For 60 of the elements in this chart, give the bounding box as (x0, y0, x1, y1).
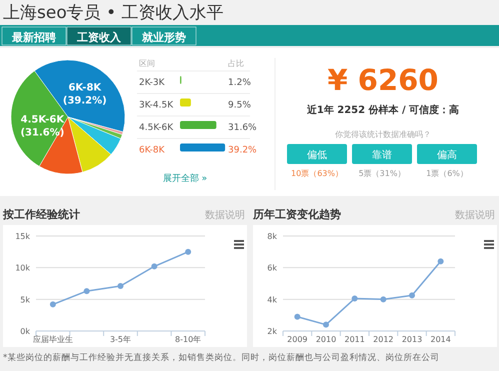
text: 10票（63%） (291, 169, 343, 178)
y-tick-label: 10k (15, 264, 30, 273)
x-tick-label: 8-10年 (175, 335, 202, 344)
y-tick-label: 5k (20, 295, 30, 304)
point (352, 296, 358, 302)
text: 偏高 (437, 149, 457, 161)
text: 最新招聘 (11, 31, 56, 44)
point (294, 314, 300, 320)
point (438, 258, 444, 264)
point (151, 263, 158, 270)
point (118, 283, 124, 290)
text: 近1年 2252 份样本 / 可信度：高 (306, 104, 460, 116)
x-tick-label: 2013 (402, 335, 422, 344)
text: 1.2% (228, 78, 251, 88)
slice-label: 4.5K-6K (20, 114, 66, 126)
text: ¥ 6260 (328, 63, 438, 97)
text: 就业形势 (141, 31, 186, 44)
point (50, 301, 56, 308)
x-tick-label: 应届毕业生 (32, 335, 73, 344)
chart-title: 按工作经验统计 (2, 208, 80, 221)
x-tick-label: 2012 (373, 335, 394, 344)
text: 区间 (139, 59, 155, 68)
point (185, 248, 192, 255)
slice-label: 6K-8K (68, 82, 102, 94)
text: 占比 (228, 59, 244, 68)
text: 39.2% (228, 146, 257, 156)
y-tick-label: 15k (15, 232, 30, 241)
y-tick-label: 4k (267, 295, 278, 304)
text: 9.5% (228, 100, 251, 110)
text: *某些岗位的薪酬与工作经验并无直接关系，如销售类岗位。同时，岗位薪酬也与公司盈利情况、岗位所在公司 (3, 352, 440, 363)
legend-label: 2K-3K (139, 78, 166, 88)
point (409, 292, 415, 298)
x-tick-label: 3-5年 (110, 335, 132, 344)
text: 1票（6%） (426, 169, 468, 178)
text: 数据说明 (455, 209, 495, 221)
text: 偏低 (307, 149, 327, 161)
chart-title: 历年工资变化趋势 (252, 208, 341, 221)
text: 31.6% (228, 123, 257, 133)
y-tick-label: 0k (20, 327, 30, 336)
data-label: (39.2%) (62, 96, 107, 107)
text: 工资收入 (76, 31, 122, 44)
chart-title: 上海seo专员 • 工资收入水平 (3, 3, 224, 23)
text: 你觉得该统计数据准确吗？ (335, 130, 431, 139)
text: 靠谱 (372, 149, 392, 161)
x-tick-label: 2014 (430, 335, 451, 344)
legend-label: 4.5K-6K (139, 123, 174, 133)
text: 5票（31%） (358, 169, 406, 178)
point (323, 322, 329, 328)
text: 数据说明 (205, 209, 245, 221)
x-tick-label: 2009 (287, 335, 308, 344)
text: 展开全部 » (162, 173, 208, 184)
x-tick-label: 2010 (316, 335, 336, 344)
point (84, 288, 90, 294)
slice-label: 6K-8K (139, 146, 166, 156)
point (380, 296, 386, 302)
legend-label: 3K-4.5K (139, 100, 174, 110)
y-tick-label: 2k (267, 327, 278, 336)
y-tick-label: 6k (267, 264, 278, 273)
y-tick-label: 8k (267, 232, 278, 241)
x-tick-label: 2011 (344, 335, 365, 344)
